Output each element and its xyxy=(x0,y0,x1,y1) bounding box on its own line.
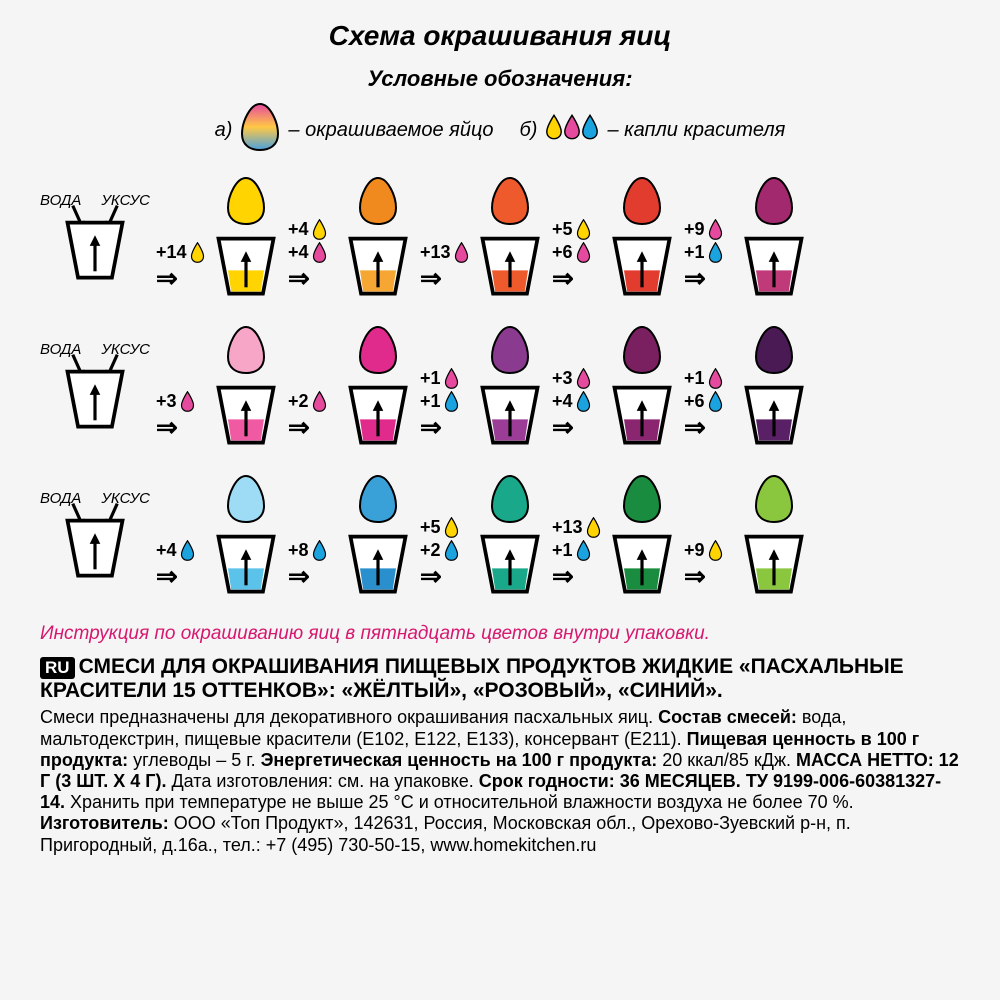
egg-icon xyxy=(489,325,531,380)
arrow-right-icon: ⇒ xyxy=(684,563,706,589)
egg-icon xyxy=(357,176,399,231)
egg-icon xyxy=(489,176,531,231)
legend-drops-icon xyxy=(545,114,599,146)
ru-badge: RU xyxy=(40,657,75,679)
egg-icon xyxy=(621,325,663,380)
drops: +4 ⇒ xyxy=(156,540,206,601)
drops: +5 +2 ⇒ xyxy=(420,517,470,601)
dye-rows: ВОДАУКСУС +14 ⇒ +4 +4 ⇒ +13 ⇒ xyxy=(40,176,960,601)
arrow-right-icon: ⇒ xyxy=(156,265,178,291)
water-vinegar-cup: ВОДАУКСУС xyxy=(40,192,150,287)
dye-row: ВОДАУКСУС +3 ⇒ +2 ⇒ +1 +1 ⇒ xyxy=(40,325,960,452)
title: Схема окрашивания яиц xyxy=(40,20,960,52)
arrow-right-icon: ⇒ xyxy=(552,265,574,291)
arrow-right-icon: ⇒ xyxy=(288,563,310,589)
result-cup xyxy=(738,325,810,452)
arrow-right-icon: ⇒ xyxy=(420,265,442,291)
dye-row: ВОДАУКСУС +14 ⇒ +4 +4 ⇒ +13 ⇒ xyxy=(40,176,960,303)
legend: а) – окрашиваемое яйцо б) – капли красит… xyxy=(40,102,960,158)
result-cup xyxy=(474,474,546,601)
result-cup xyxy=(474,176,546,303)
result-cup xyxy=(738,474,810,601)
dye-step: +1 +1 ⇒ xyxy=(420,325,546,452)
arrow-right-icon: ⇒ xyxy=(288,414,310,440)
arrow-right-icon: ⇒ xyxy=(684,265,706,291)
egg-icon xyxy=(357,325,399,380)
egg-icon xyxy=(753,176,795,231)
dye-step: +5 +6 ⇒ xyxy=(552,176,678,303)
drops: +5 +6 ⇒ xyxy=(552,219,602,303)
result-cup xyxy=(342,325,414,452)
result-cup xyxy=(210,325,282,452)
result-cup xyxy=(738,176,810,303)
egg-icon xyxy=(753,325,795,380)
result-cup xyxy=(606,474,678,601)
drops: +2 ⇒ xyxy=(288,391,338,452)
result-cup xyxy=(342,176,414,303)
egg-icon xyxy=(357,474,399,529)
legend-b-text: – капли красителя xyxy=(607,119,785,142)
drops: +9 ⇒ xyxy=(684,540,734,601)
arrow-right-icon: ⇒ xyxy=(156,414,178,440)
dye-step: +13 +1 ⇒ xyxy=(552,474,678,601)
arrow-right-icon: ⇒ xyxy=(288,265,310,291)
dye-step: +14 ⇒ xyxy=(156,176,282,303)
legend-egg-icon xyxy=(240,102,280,158)
egg-icon xyxy=(225,474,267,529)
result-cup xyxy=(210,474,282,601)
drops: +3 +4 ⇒ xyxy=(552,368,602,452)
drops: +3 ⇒ xyxy=(156,391,206,452)
egg-icon xyxy=(621,474,663,529)
drops: +8 ⇒ xyxy=(288,540,338,601)
drops: +4 +4 ⇒ xyxy=(288,219,338,303)
egg-icon xyxy=(489,474,531,529)
drops: +1 +6 ⇒ xyxy=(684,368,734,452)
water-vinegar-cup: ВОДАУКСУС xyxy=(40,490,150,585)
egg-icon xyxy=(753,474,795,529)
drops: +9 +1 ⇒ xyxy=(684,219,734,303)
arrow-right-icon: ⇒ xyxy=(420,414,442,440)
ru-block: RUСМЕСИ ДЛЯ ОКРАШИВАНИЯ ПИЩЕВЫХ ПРОДУКТО… xyxy=(40,655,960,856)
drops: +13 +1 ⇒ xyxy=(552,517,602,601)
drops: +14 ⇒ xyxy=(156,242,206,303)
dye-step: +9 +1 ⇒ xyxy=(684,176,810,303)
legend-a-text: – окрашиваемое яйцо xyxy=(288,119,493,142)
drops: +13 ⇒ xyxy=(420,242,470,303)
dye-step: +9 ⇒ xyxy=(684,474,810,601)
dye-step: +8 ⇒ xyxy=(288,474,414,601)
egg-icon xyxy=(621,176,663,231)
dye-step: +3 ⇒ xyxy=(156,325,282,452)
arrow-right-icon: ⇒ xyxy=(684,414,706,440)
note: Инструкция по окрашиванию яиц в пятнадца… xyxy=(40,623,960,645)
dye-step: +5 +2 ⇒ xyxy=(420,474,546,601)
ru-head: RUСМЕСИ ДЛЯ ОКРАШИВАНИЯ ПИЩЕВЫХ ПРОДУКТО… xyxy=(40,655,960,703)
legend-b-letter: б) xyxy=(520,119,538,142)
egg-icon xyxy=(225,325,267,380)
drops: +1 +1 ⇒ xyxy=(420,368,470,452)
result-cup xyxy=(210,176,282,303)
dye-step: +1 +6 ⇒ xyxy=(684,325,810,452)
arrow-right-icon: ⇒ xyxy=(552,414,574,440)
result-cup xyxy=(342,474,414,601)
ru-body: Смеси предназначены для декоративного ок… xyxy=(40,707,960,856)
dye-step: +13 ⇒ xyxy=(420,176,546,303)
dye-row: ВОДАУКСУС +4 ⇒ +8 ⇒ +5 +2 ⇒ xyxy=(40,474,960,601)
result-cup xyxy=(606,325,678,452)
arrow-right-icon: ⇒ xyxy=(156,563,178,589)
result-cup xyxy=(474,325,546,452)
result-cup xyxy=(606,176,678,303)
egg-icon xyxy=(225,176,267,231)
water-vinegar-cup: ВОДАУКСУС xyxy=(40,341,150,436)
legend-a-letter: а) xyxy=(215,119,233,142)
subtitle: Условные обозначения: xyxy=(40,66,960,92)
dye-step: +4 +4 ⇒ xyxy=(288,176,414,303)
arrow-right-icon: ⇒ xyxy=(420,563,442,589)
arrow-right-icon: ⇒ xyxy=(552,563,574,589)
dye-step: +4 ⇒ xyxy=(156,474,282,601)
dye-step: +2 ⇒ xyxy=(288,325,414,452)
dye-step: +3 +4 ⇒ xyxy=(552,325,678,452)
